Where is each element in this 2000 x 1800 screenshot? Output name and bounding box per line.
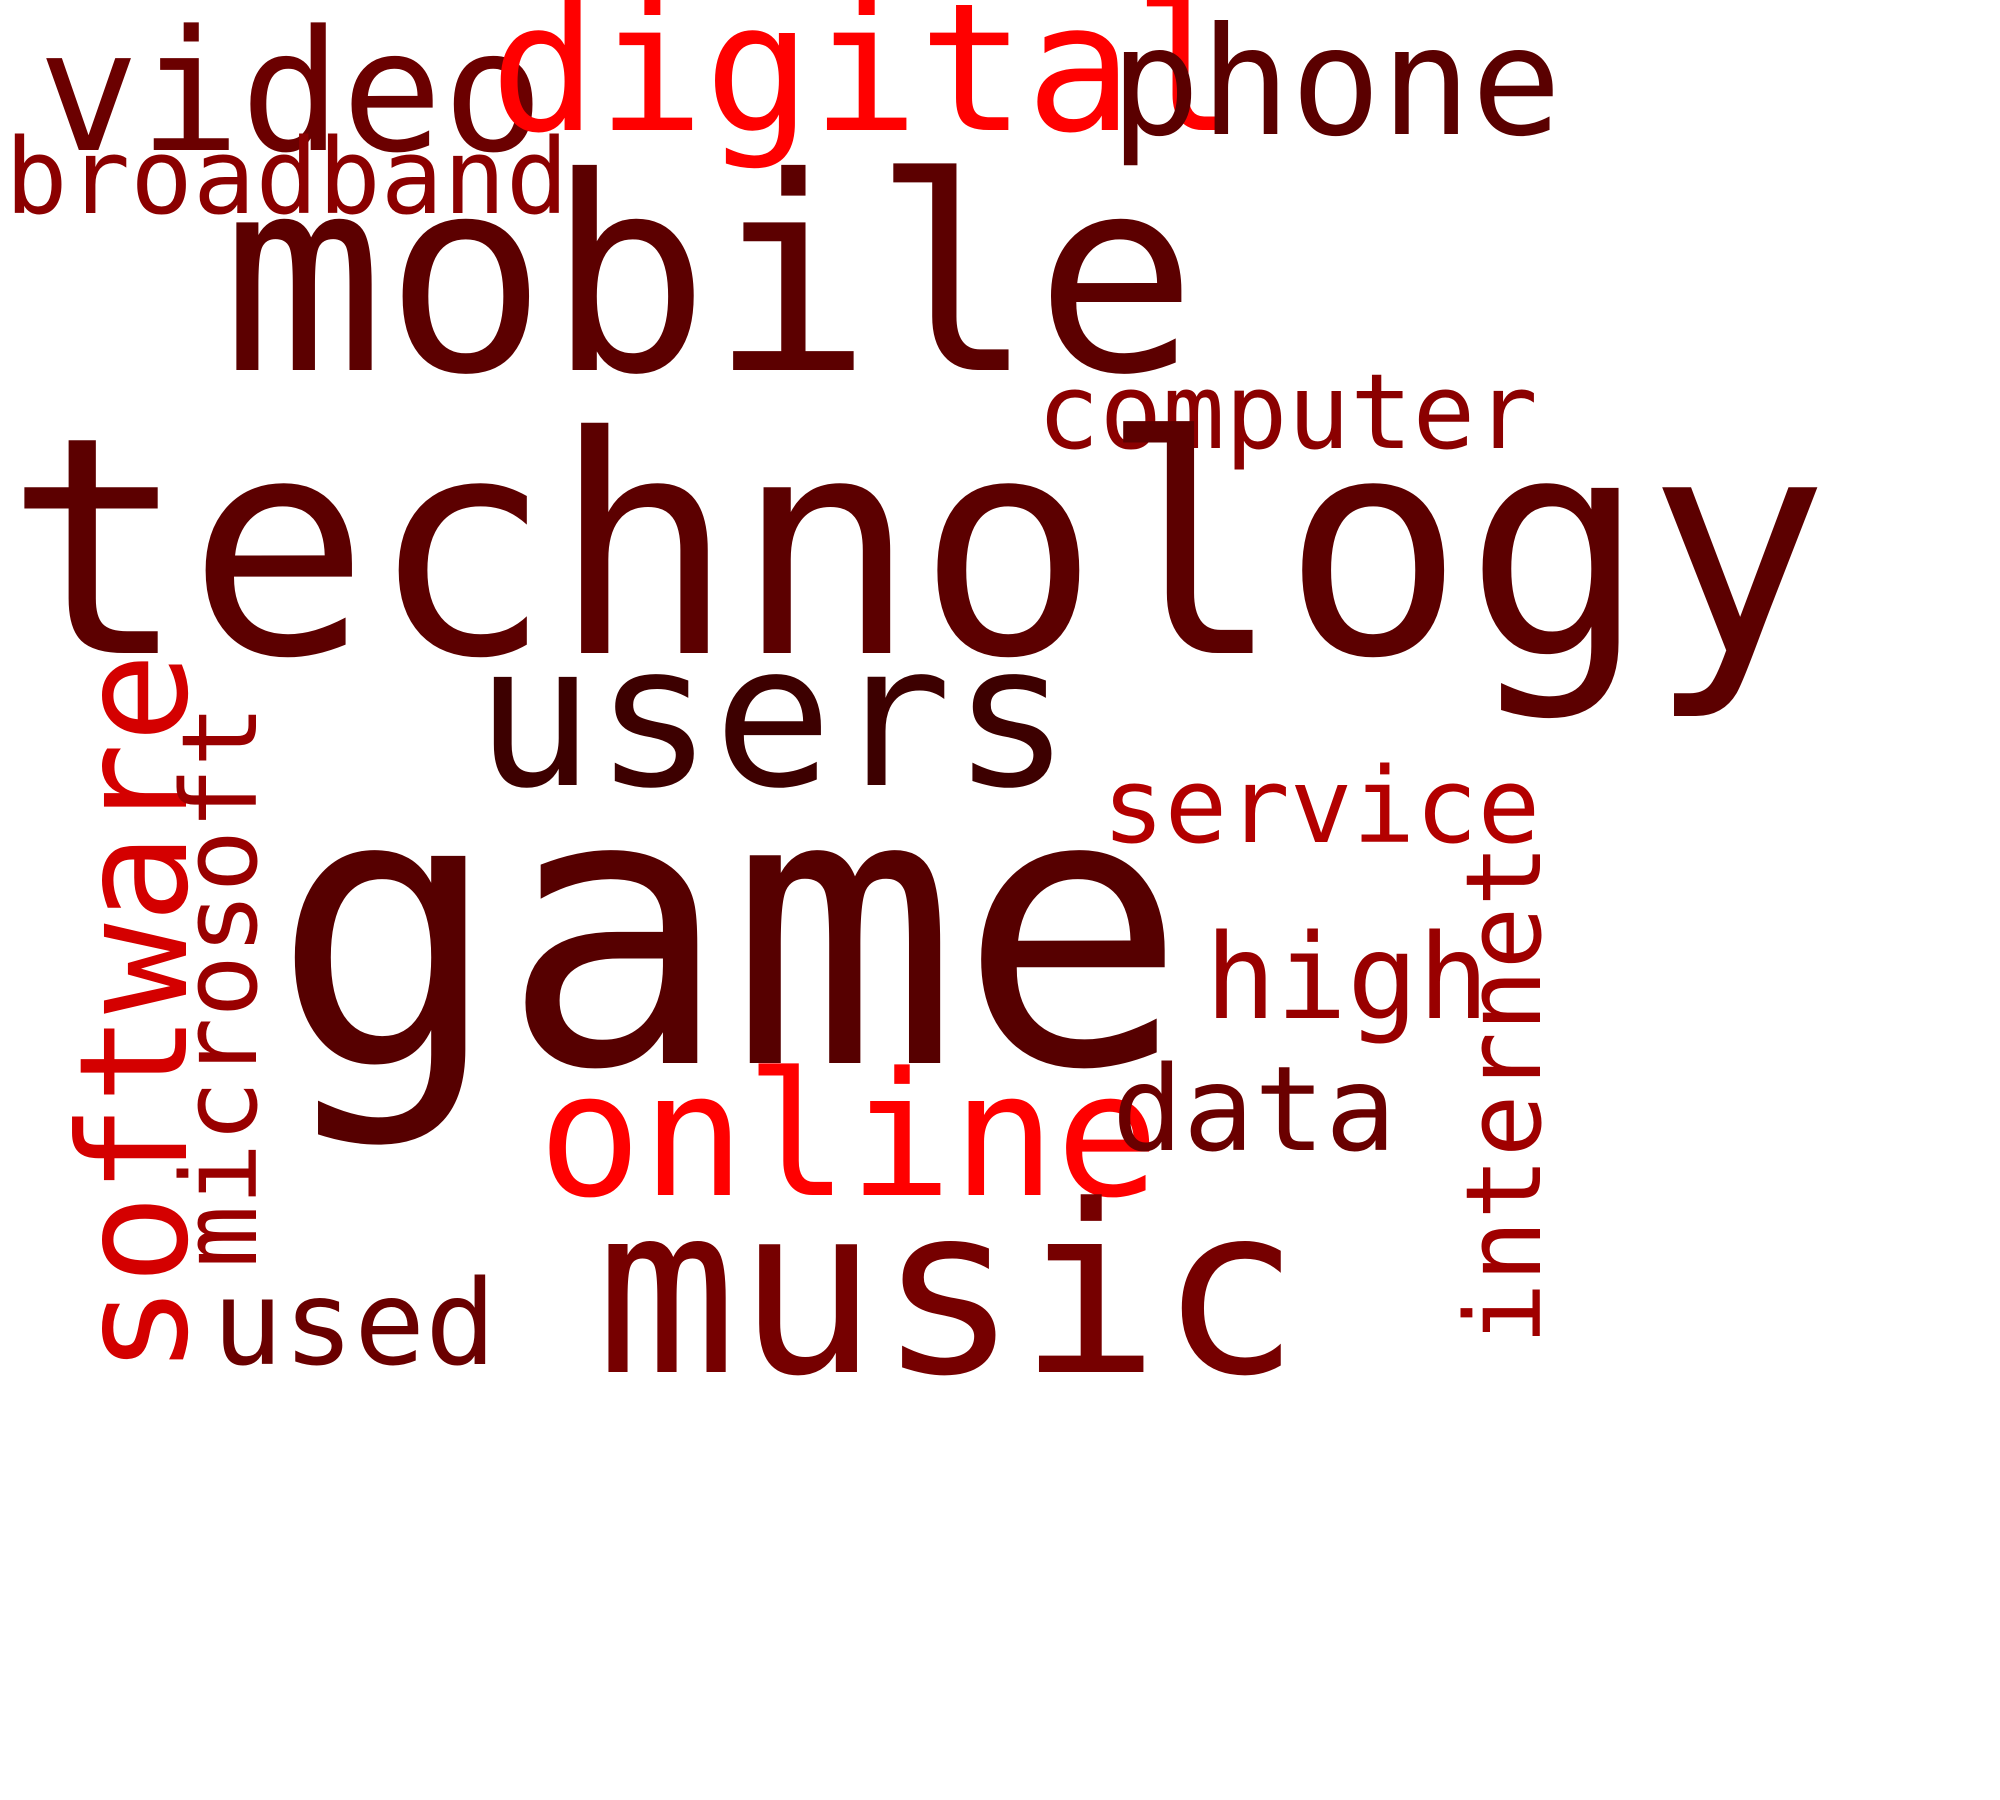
- word-data: data: [1112, 1040, 1397, 1178]
- word-cloud: video digital phone broadband mobile com…: [5, 0, 1830, 1428]
- word-music: music: [596, 1156, 1301, 1428]
- word-internet: internet: [1443, 844, 1565, 1345]
- word-game: game: [272, 710, 1188, 1153]
- word-phone: phone: [1110, 0, 1562, 170]
- word-computer: computer: [1037, 351, 1538, 473]
- word-digital: digital: [490, 0, 1241, 172]
- word-technology: technology: [5, 373, 1830, 725]
- word-high: high: [1205, 908, 1490, 1046]
- word-video: video: [38, 0, 544, 190]
- word-users: users: [475, 601, 1072, 832]
- word-broadband: broadband: [5, 116, 569, 238]
- word-online: online: [538, 1035, 1160, 1236]
- word-mobile: mobile: [222, 119, 1198, 434]
- word-used: used: [212, 1254, 497, 1392]
- word-microsoft: microsoft: [159, 704, 281, 1268]
- word-service: service: [1102, 745, 1541, 867]
